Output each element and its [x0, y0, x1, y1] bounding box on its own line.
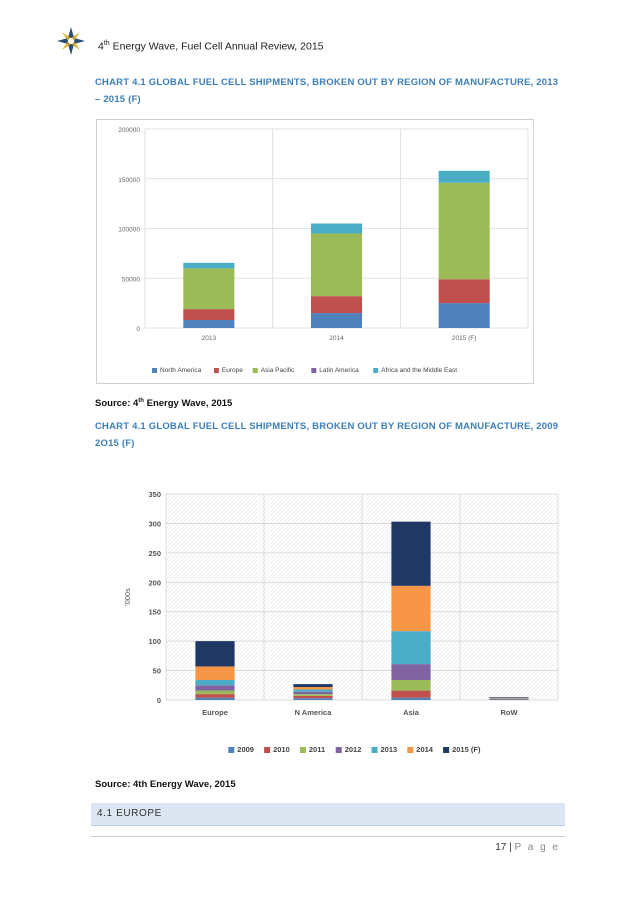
legend-swatch — [443, 747, 450, 753]
x-tick-label: 2014 — [329, 335, 344, 342]
bar-segment — [391, 697, 431, 700]
bar-segment — [391, 585, 431, 632]
bar-segment — [183, 309, 235, 321]
x-tick-label: 2015 (F) — [452, 335, 477, 342]
y-axis-label: '000s — [123, 588, 132, 606]
document-header: 4th Energy Wave, Fuel Cell Annual Review… — [98, 40, 324, 53]
bar-segment — [195, 679, 235, 686]
bar-segment — [293, 695, 333, 699]
bar-segment — [391, 664, 431, 680]
y-tick-label: 200 — [148, 578, 161, 587]
legend-label: Africa and the Middle East — [381, 367, 457, 374]
x-tick-label: 2013 — [202, 335, 217, 342]
chart2-frame: 0 50 100 150 200 250 300 350 Europe N America Asia… — [96, 482, 566, 767]
legend-label: Europe — [222, 367, 243, 374]
legend-label: 2013 — [381, 745, 398, 754]
chart1-caption: CHART 4.1 GLOBAL FUEL CELL SHIPMENTS, BR… — [95, 77, 559, 105]
bar-segment — [391, 521, 431, 586]
chart2-source: Source: 4th Energy Wave, 2015 — [95, 779, 236, 790]
bar-segment — [391, 690, 431, 698]
section-title: 4.1 EUROPE — [97, 808, 162, 819]
bar-segment — [310, 233, 363, 297]
y-tick-label: 300 — [148, 519, 161, 528]
x-tick-label: N America — [295, 708, 333, 717]
chart1-frame: 0 50000 100000 150000 200000 2013 2014 2015 (F)… — [96, 119, 534, 384]
bar-segment — [438, 170, 490, 183]
legend-label: Asia Pacific — [261, 367, 295, 374]
legend-label: Latin America — [319, 367, 359, 374]
bar-segment — [195, 666, 235, 680]
x-tick-label: Europe — [202, 708, 228, 717]
legend-swatch — [373, 368, 379, 373]
bar-segment — [183, 320, 235, 328]
legend-label: 2011 — [309, 745, 325, 754]
bar-segment — [293, 687, 333, 690]
bar-segment — [293, 691, 333, 695]
chart2-caption: CHART 4.1 GLOBAL FUEL CELL SHIPMENTS, BR… — [95, 421, 559, 449]
legend-swatch — [152, 368, 157, 373]
legend-swatch — [407, 747, 414, 753]
y-tick-label: 0 — [157, 696, 161, 705]
page-number: 17 | P a g e — [495, 842, 560, 853]
bar-segment — [195, 685, 235, 691]
legend-swatch — [213, 368, 219, 373]
section-heading-bar: 4.1 EUROPE — [91, 803, 565, 826]
bar-segment — [195, 697, 235, 700]
bar-segment — [489, 699, 529, 700]
y-tick-label: 50000 — [122, 276, 140, 283]
y-tick-label: 100000 — [118, 227, 140, 234]
y-tick-label: 0 — [136, 326, 140, 333]
bar-segment — [438, 182, 490, 280]
chart1-source: Source: 4th Energy Wave, 2015 — [95, 398, 233, 410]
bar-segment — [310, 296, 363, 314]
bar-segment — [195, 690, 235, 695]
company-logo-icon — [56, 26, 86, 56]
legend-swatch — [264, 747, 271, 753]
legend-label: 2012 — [345, 745, 362, 754]
bar-segment — [438, 279, 490, 304]
bar-segment — [195, 641, 235, 667]
legend-label: 2014 — [416, 745, 434, 754]
legend-swatch — [299, 747, 306, 753]
bar-segment — [293, 689, 333, 692]
bar-segment — [183, 262, 235, 269]
legend-swatch — [228, 747, 235, 753]
legend-swatch — [371, 747, 378, 753]
legend-label: 2015 (F) — [452, 745, 481, 754]
y-tick-label: 50 — [153, 667, 161, 676]
bar-segment — [195, 694, 235, 698]
footer-divider — [91, 836, 565, 837]
y-tick-label: 350 — [148, 490, 161, 499]
y-tick-label: 150000 — [118, 177, 140, 184]
y-tick-label: 100 — [148, 637, 161, 646]
legend-swatch — [335, 747, 342, 753]
bar-segment — [310, 223, 363, 234]
bar-segment — [391, 631, 431, 665]
chart1-svg: 0 50000 100000 150000 200000 2013 2014 2015 (F)… — [118, 127, 529, 374]
x-tick-label: RoW — [500, 708, 518, 717]
bar-segment — [293, 694, 333, 696]
bar-segment — [391, 679, 431, 691]
bar-segment — [293, 684, 333, 688]
legend-swatch — [311, 368, 317, 373]
bar-segment — [438, 303, 490, 328]
bar-segment — [183, 268, 235, 310]
chart2-svg: 0 50 100 150 200 250 300 350 Europe N America Asia… — [123, 490, 559, 754]
bar-segment — [293, 698, 333, 700]
legend-label: North America — [160, 367, 202, 374]
y-tick-label: 250 — [148, 549, 161, 558]
bar-segment — [310, 313, 363, 328]
y-tick-label: 150 — [148, 608, 161, 617]
legend-swatch — [252, 368, 258, 373]
legend-label: 2009 — [237, 745, 254, 754]
bar-segment — [489, 697, 529, 698]
legend-label: 2010 — [273, 745, 290, 754]
x-tick-label: Asia — [403, 708, 420, 717]
bar-segment — [489, 698, 529, 700]
y-tick-label: 200000 — [118, 127, 140, 134]
